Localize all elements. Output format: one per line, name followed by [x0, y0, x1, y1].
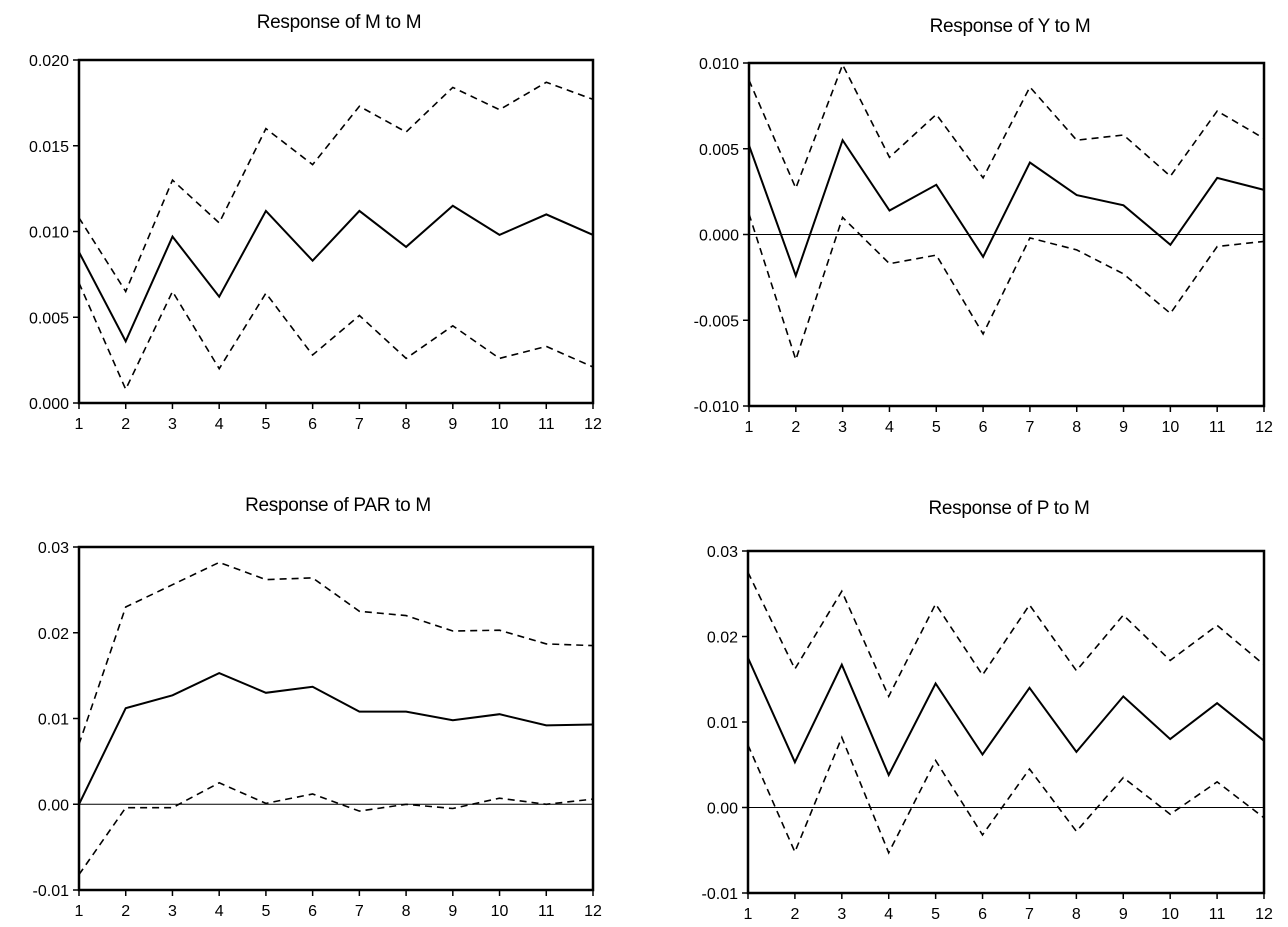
- x-tick-label: 10: [1161, 906, 1179, 923]
- lower-band-line: [78, 282, 594, 392]
- y-tick-label: 0.020: [29, 53, 69, 70]
- y-tick-label: 0.005: [29, 310, 69, 327]
- y-tick-label: 0.00: [38, 797, 69, 814]
- x-tick-label: 7: [355, 416, 364, 433]
- x-tick-label: 4: [215, 903, 224, 920]
- upper-band-line: [78, 81, 594, 294]
- x-tick-label: 2: [791, 419, 800, 436]
- y-tick-label: -0.01: [702, 886, 739, 903]
- x-tick-label: 6: [978, 906, 987, 923]
- chart-panel-p-to-m: Response of P to M -0.01 0.00 0.01 0.02 0.03…: [644, 463, 1288, 927]
- x-tick-label: 8: [1072, 906, 1081, 923]
- x-tick-label: 7: [1025, 419, 1034, 436]
- plot-frame: [77, 58, 595, 405]
- x-tick-label: 11: [538, 416, 555, 433]
- x-tick-label: 11: [538, 903, 555, 920]
- y-tick-label: 0.000: [29, 396, 69, 413]
- response-line: [78, 672, 594, 805]
- response-line: [748, 137, 1265, 279]
- chart-panel-m-to-m: Response of M to M 0.000 0.005 0.010 0.015 0…: [0, 0, 644, 463]
- x-tick-label: 4: [884, 906, 893, 923]
- plot-frame: [747, 61, 1266, 408]
- x-tick-label: 10: [1161, 419, 1179, 436]
- x-tick-label: 12: [584, 903, 602, 920]
- x-tick-label: 12: [1255, 906, 1273, 923]
- x-tick-label: 3: [837, 906, 846, 923]
- chart-title: Response of Y to M: [929, 16, 1091, 37]
- y-tick-label: -0.010: [694, 399, 739, 416]
- chart-title: Response of PAR to M: [245, 495, 431, 516]
- x-tick-label: 8: [402, 903, 411, 920]
- x-tick-label: 11: [1209, 906, 1226, 923]
- y-tick-label: 0.02: [38, 626, 69, 643]
- chart-panel-y-to-m: Response of Y to M -0.010 -0.005 0.000 0.00…: [644, 0, 1288, 463]
- upper-band-line: [747, 572, 1265, 699]
- plot-frame: [77, 545, 595, 892]
- x-tick-label: 9: [1119, 419, 1128, 436]
- y-tick-label: -0.01: [33, 883, 70, 900]
- x-tick-label: 1: [744, 906, 753, 923]
- x-tick-label: 2: [121, 416, 130, 433]
- chart-panel-par-to-m: Response of PAR to M -0.01 0.00 0.01 0.02 0.…: [0, 463, 644, 927]
- x-tick-label: 10: [491, 903, 509, 920]
- x-tick-label: 1: [75, 416, 84, 433]
- x-tick-label: 7: [1025, 906, 1034, 923]
- y-tick-label: 0.01: [38, 712, 69, 729]
- response-line: [78, 204, 594, 344]
- x-tick-label: 11: [1209, 419, 1226, 436]
- y-tick-label: 0.015: [29, 139, 69, 156]
- y-tick-label: -0.005: [694, 313, 739, 330]
- x-tick-label: 5: [261, 903, 270, 920]
- x-tick-label: 6: [308, 416, 317, 433]
- lower-band-line: [747, 735, 1265, 855]
- x-tick-label: 6: [308, 903, 317, 920]
- x-tick-label: 5: [932, 419, 941, 436]
- x-tick-label: 4: [215, 416, 224, 433]
- y-tick-label: 0.010: [29, 225, 69, 242]
- x-tick-label: 9: [1119, 906, 1128, 923]
- x-tick-label: 5: [931, 906, 940, 923]
- upper-band-line: [78, 561, 594, 745]
- plot-frame: [746, 549, 1266, 895]
- y-tick-label: 0.010: [699, 56, 739, 73]
- x-tick-label: 10: [491, 416, 509, 433]
- x-tick-label: 6: [979, 419, 988, 436]
- y-tick-label: 0.02: [707, 630, 738, 647]
- x-tick-label: 5: [261, 416, 270, 433]
- chart-title: Response of M to M: [256, 12, 422, 33]
- lower-band-line: [748, 213, 1265, 363]
- y-tick-label: 0.00: [707, 801, 738, 818]
- x-tick-label: 8: [1072, 419, 1081, 436]
- chart-title: Response of P to M: [928, 498, 1090, 519]
- x-tick-label: 4: [885, 419, 894, 436]
- chart-plot: -0.010.000.010.020.031 2 3 4 5 6 7 8 9 10 11 12: [702, 544, 1273, 923]
- x-tick-label: 12: [1255, 419, 1273, 436]
- x-tick-label: 3: [838, 419, 847, 436]
- x-tick-label: 1: [75, 903, 84, 920]
- x-tick-label: 1: [745, 419, 754, 436]
- y-tick-label: 0.000: [699, 228, 739, 245]
- response-line: [747, 657, 1265, 778]
- x-tick-label: 9: [448, 416, 457, 433]
- x-tick-label: 9: [448, 903, 457, 920]
- x-tick-label: 7: [355, 903, 364, 920]
- x-tick-label: 3: [168, 903, 177, 920]
- upper-band-line: [748, 62, 1265, 191]
- y-tick-label: 0.03: [38, 540, 69, 557]
- x-tick-label: 2: [790, 906, 799, 923]
- chart-plot: -0.010.000.010.020.031 2 3 4 5 6 7 8 9 10 11 12: [33, 540, 602, 920]
- y-tick-label: 0.005: [699, 142, 739, 159]
- x-tick-label: 8: [402, 416, 411, 433]
- x-tick-label: 3: [168, 416, 177, 433]
- y-tick-label: 0.03: [707, 544, 738, 561]
- x-tick-label: 2: [121, 903, 130, 920]
- lower-band-line: [78, 781, 594, 876]
- x-tick-label: 12: [584, 416, 602, 433]
- y-tick-label: 0.01: [707, 715, 738, 732]
